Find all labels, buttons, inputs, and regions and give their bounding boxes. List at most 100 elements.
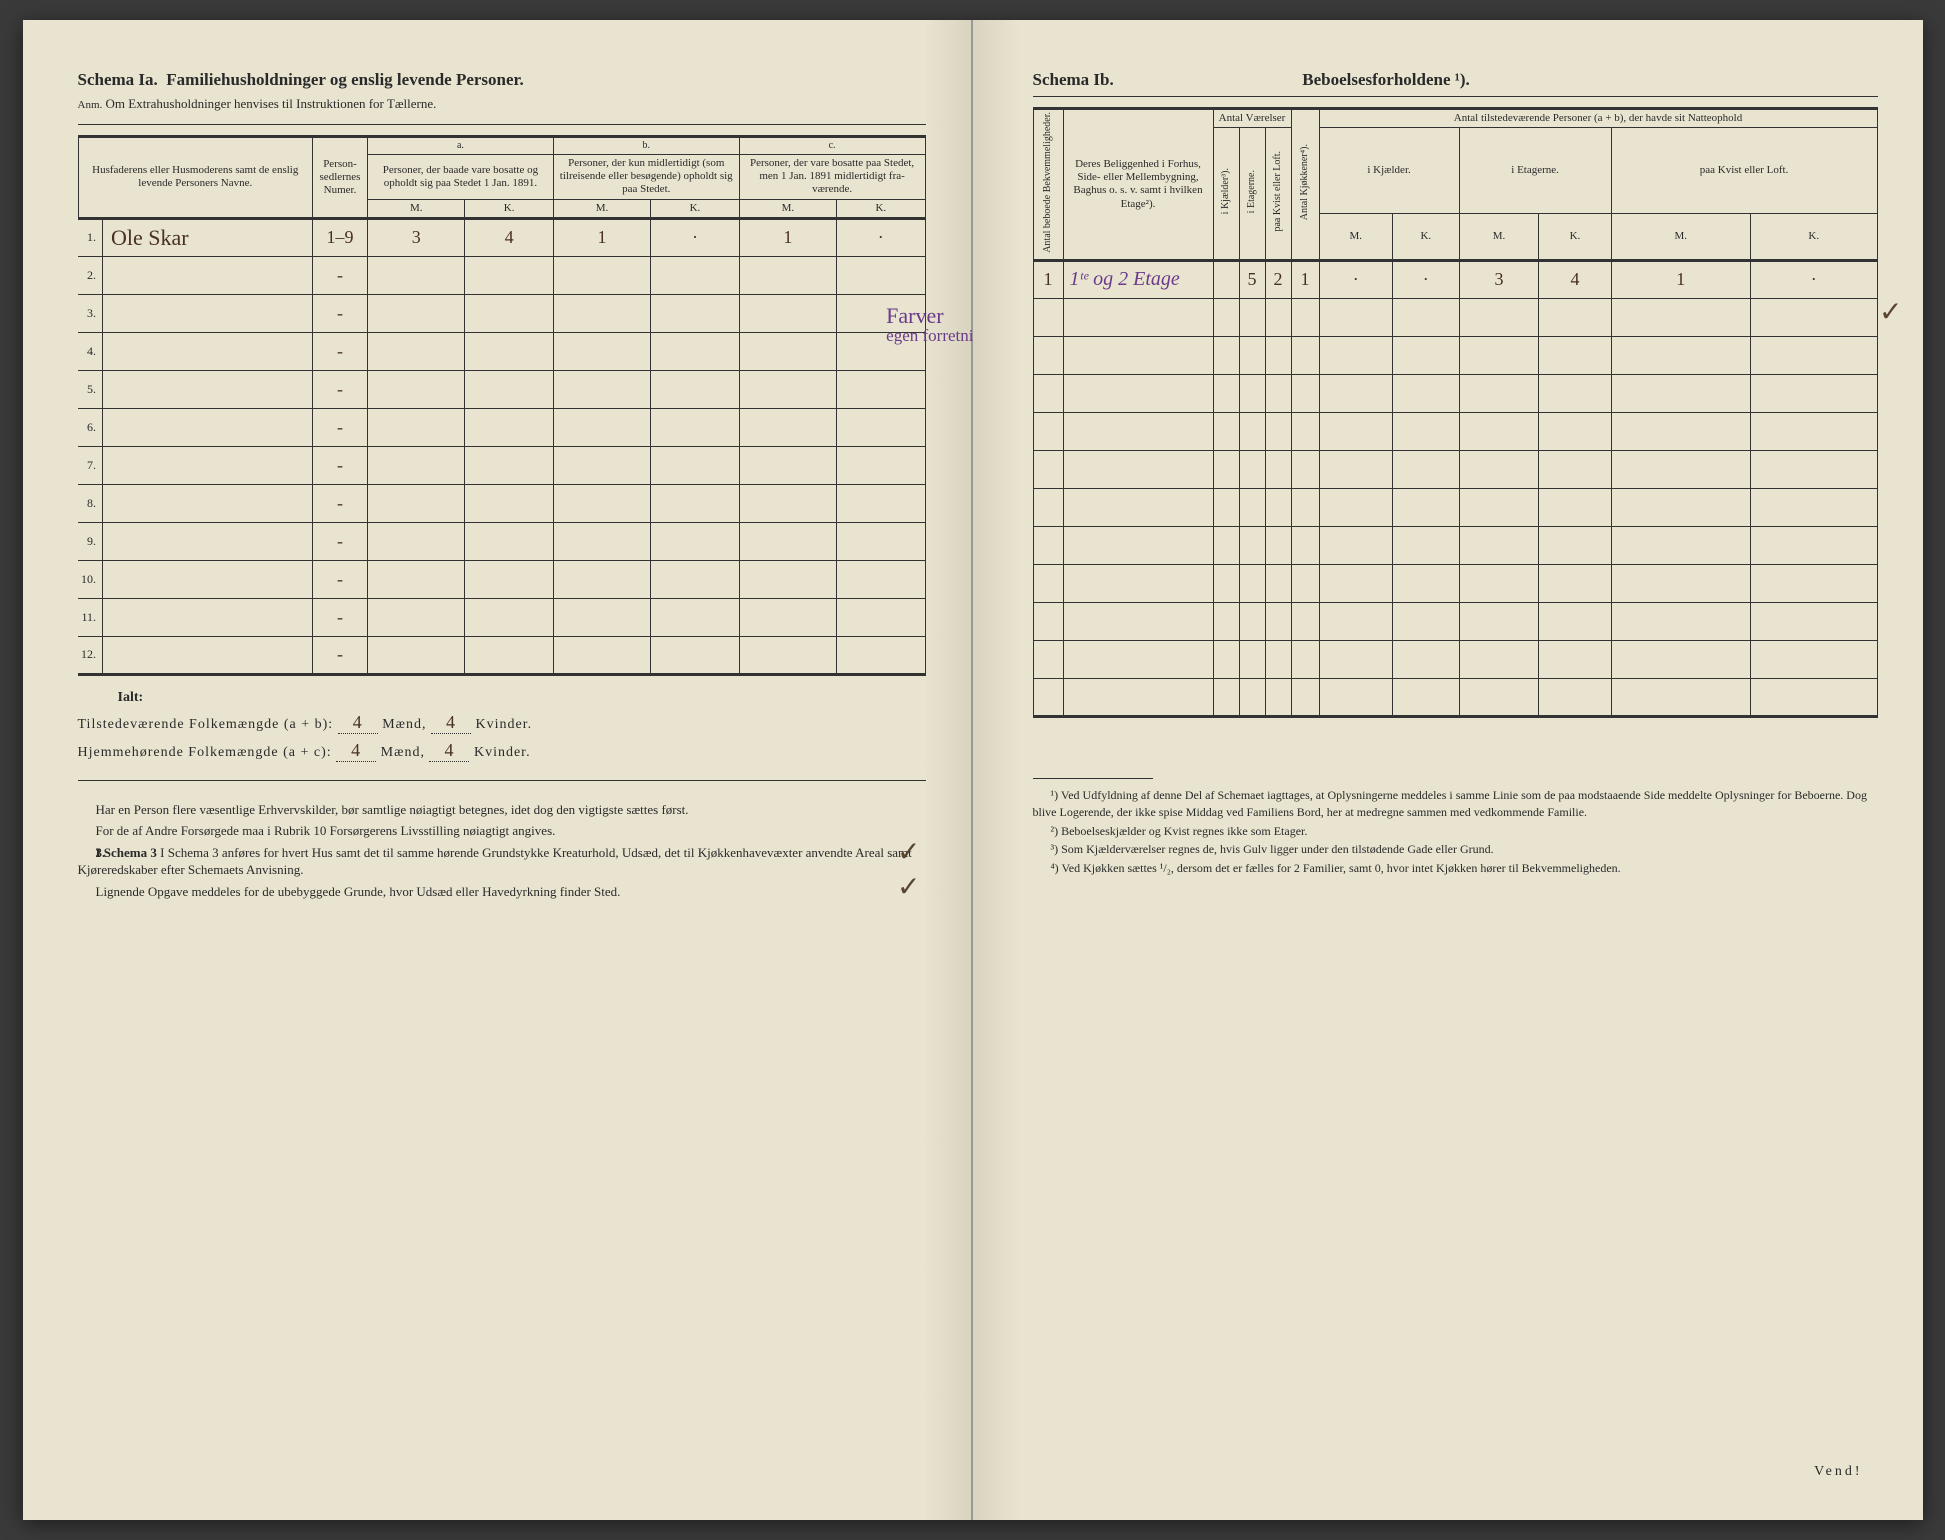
table-row xyxy=(1033,678,1877,716)
cell-v1 xyxy=(1213,374,1239,412)
cell-n1k xyxy=(1392,298,1459,336)
cell-a-k xyxy=(465,446,553,484)
cell-belig xyxy=(1063,678,1213,716)
row-number: 12. xyxy=(78,636,103,674)
cell-v1 xyxy=(1213,564,1239,602)
cell-n1k xyxy=(1392,450,1459,488)
col-bekv-header: Antal beboede Bekvemmeligheder. xyxy=(1033,109,1063,261)
cell-n2k xyxy=(1539,298,1611,336)
instruction-para: 3.I Schema 3 I Schema 3 anføres for hver… xyxy=(78,844,926,879)
instruction-para: Lignende Opgave meddeles for de ubebygge… xyxy=(78,883,926,901)
cell-b-m xyxy=(553,408,650,446)
name-cell xyxy=(103,484,313,522)
name-cell xyxy=(103,446,313,484)
cell-b-k xyxy=(651,408,739,446)
cell-c-m xyxy=(739,484,836,522)
cell-a-m xyxy=(368,598,465,636)
cell-c-k xyxy=(837,636,925,674)
cell-b-m xyxy=(553,484,650,522)
cell-b-k xyxy=(651,332,739,370)
cell-n2m xyxy=(1459,374,1539,412)
cell-b-k xyxy=(651,522,739,560)
cell-n2k xyxy=(1539,564,1611,602)
name-cell xyxy=(103,294,313,332)
cell-v2 xyxy=(1239,564,1265,602)
mk-header: K. xyxy=(1392,214,1459,261)
cell-c-k xyxy=(837,256,925,294)
cell-c-m: 1 xyxy=(739,218,836,256)
cell-a-k xyxy=(465,522,553,560)
cell-n3k xyxy=(1751,488,1878,526)
cell-v3 xyxy=(1265,412,1291,450)
cell-n1m xyxy=(1319,602,1392,640)
cell-b-m xyxy=(553,332,650,370)
cell-c-m xyxy=(739,332,836,370)
table-row: 8. - xyxy=(78,484,925,522)
cell-a-m xyxy=(368,332,465,370)
cell-c-m xyxy=(739,256,836,294)
cell-v3 xyxy=(1265,602,1291,640)
cell-c-k xyxy=(837,560,925,598)
checkmark-icon: ✓ xyxy=(1879,295,1902,329)
cell-a-m xyxy=(368,522,465,560)
cell-n2m xyxy=(1459,450,1539,488)
cell-b-k xyxy=(651,370,739,408)
cell-b-k xyxy=(651,446,739,484)
cell-n2m xyxy=(1459,640,1539,678)
cell-v3 xyxy=(1265,526,1291,564)
col-vaer1: i Kjælder³). xyxy=(1213,128,1239,261)
table-row: 2. - xyxy=(78,256,925,294)
cell-b-k xyxy=(651,294,739,332)
cell-b-m xyxy=(553,522,650,560)
col-vaer3: paa Kvist eller Loft. xyxy=(1265,128,1291,261)
tilsted-line: Tilstedeværende Folkemængde (a + b): 4 M… xyxy=(78,712,926,734)
cell-v1 xyxy=(1213,412,1239,450)
cell-b-m xyxy=(553,256,650,294)
col-natte-header: Antal tilstedeværende Personer (a + b), … xyxy=(1319,109,1877,128)
table-row: 1 1ᵗᵉ og 2 Etage 5 2 1 · · 3 4 1 · xyxy=(1033,260,1877,298)
mk-header: M. xyxy=(739,199,836,218)
cell-c-k xyxy=(837,446,925,484)
cell-n2k xyxy=(1539,488,1611,526)
row-number: 10. xyxy=(78,560,103,598)
cell-kj xyxy=(1291,488,1319,526)
cell-n3k xyxy=(1751,678,1878,716)
footnote: ²) Beboelseskjælder og Kvist regnes ikke… xyxy=(1033,823,1878,840)
cell-n1m xyxy=(1319,412,1392,450)
cell-kj: 1 xyxy=(1291,260,1319,298)
cell-b-m xyxy=(553,370,650,408)
cell-kj xyxy=(1291,602,1319,640)
divider xyxy=(78,124,926,125)
cell-a-m: 3 xyxy=(368,218,465,256)
cell-belig xyxy=(1063,640,1213,678)
cell-n3k xyxy=(1751,450,1878,488)
table-row: 3. - xyxy=(78,294,925,332)
cell-belig xyxy=(1063,488,1213,526)
cell-c-m xyxy=(739,560,836,598)
cell-bekv xyxy=(1033,564,1063,602)
col-natte3: paa Kvist eller Loft. xyxy=(1611,128,1877,214)
mk-header: K. xyxy=(1539,214,1611,261)
cell-n1k xyxy=(1392,336,1459,374)
cell-v1 xyxy=(1213,602,1239,640)
cell-v2 xyxy=(1239,640,1265,678)
cell-b-m xyxy=(553,446,650,484)
cell-bekv xyxy=(1033,336,1063,374)
table-row: 6. - xyxy=(78,408,925,446)
cell-v2 xyxy=(1239,526,1265,564)
cell-belig xyxy=(1063,298,1213,336)
cell-bekv xyxy=(1033,526,1063,564)
footnote: ¹) Ved Udfyldning af denne Del af Schema… xyxy=(1033,787,1878,821)
name-cell xyxy=(103,636,313,674)
cell-n3k xyxy=(1751,564,1878,602)
cell-belig xyxy=(1063,564,1213,602)
cell-n3m xyxy=(1611,412,1750,450)
cell-n1k xyxy=(1392,488,1459,526)
person-num-cell: - xyxy=(313,560,368,598)
person-num-cell: - xyxy=(313,256,368,294)
cell-n3m xyxy=(1611,488,1750,526)
cell-c-k xyxy=(837,408,925,446)
cell-n2k xyxy=(1539,526,1611,564)
cell-c-m xyxy=(739,370,836,408)
cell-a-k xyxy=(465,256,553,294)
